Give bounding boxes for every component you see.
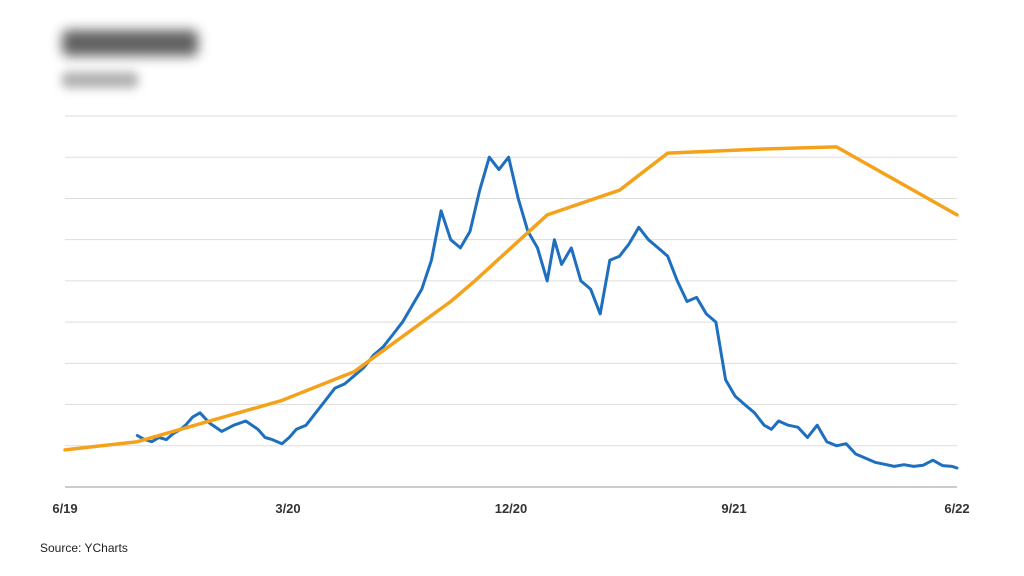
x-tick-label: 12/20 <box>495 501 528 516</box>
blurred-chart-title <box>62 30 198 56</box>
x-tick-label: 6/19 <box>52 501 77 516</box>
series-line-orange <box>63 145 959 452</box>
source-note: Source: YCharts <box>40 541 128 555</box>
x-tick-label: 9/21 <box>721 501 746 516</box>
x-tick-label: 3/20 <box>275 501 300 516</box>
blurred-chart-subtitle <box>62 72 138 88</box>
x-tick-label: 6/22 <box>944 501 969 516</box>
series-line-blue <box>135 155 959 470</box>
